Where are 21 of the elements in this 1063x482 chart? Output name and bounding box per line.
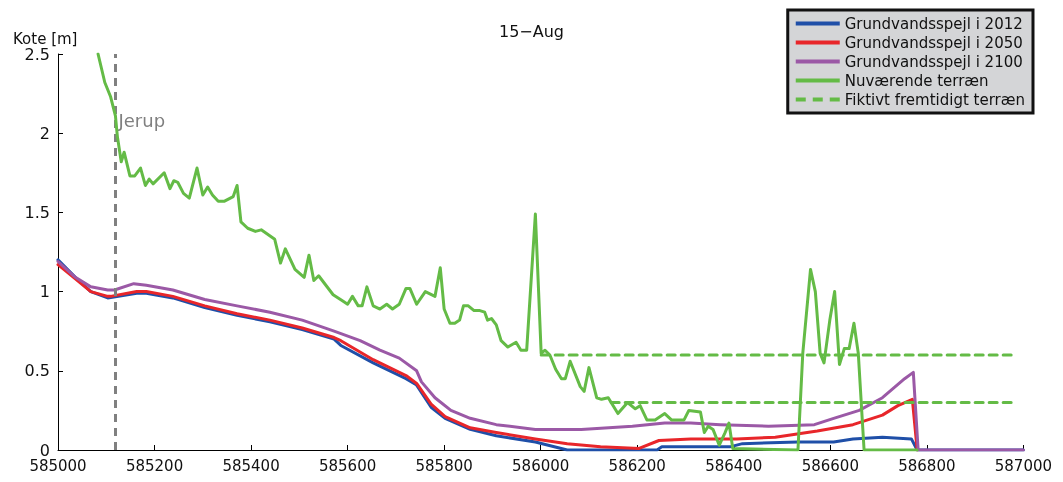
- ref-line-label: Jerup: [117, 109, 166, 131]
- x-tick-label: 585200: [125, 456, 184, 475]
- y-tick-label: 0.5: [24, 361, 50, 381]
- x-tick-label: 586800: [898, 456, 956, 475]
- x-tick-label: 587000: [994, 456, 1052, 475]
- y-tick-label: 1: [39, 282, 50, 302]
- legend-label: Nuværende terræn: [844, 71, 989, 90]
- y-tick-label: 1.5: [24, 202, 50, 222]
- chart-title: 15−Aug: [498, 21, 565, 41]
- y-tick-label: 2: [39, 123, 50, 143]
- legend-label: Fiktivt fremtidigt terræn: [844, 90, 1025, 109]
- x-tick-label: 585600: [318, 456, 377, 475]
- x-tick-label: 585800: [415, 456, 473, 475]
- legend-label: Grundvandsspejl i 2050: [844, 33, 1023, 52]
- x-tick-label: 585400: [222, 456, 280, 475]
- x-tick-label: 586000: [512, 456, 570, 475]
- legend-label: Grundvandsspejl i 2012: [844, 14, 1023, 33]
- x-tick-label: 586400: [705, 456, 763, 475]
- legend-label: Grundvandsspejl i 2100: [844, 52, 1023, 71]
- x-tick-label: 586600: [801, 456, 859, 475]
- x-tick-label: 586200: [608, 456, 666, 475]
